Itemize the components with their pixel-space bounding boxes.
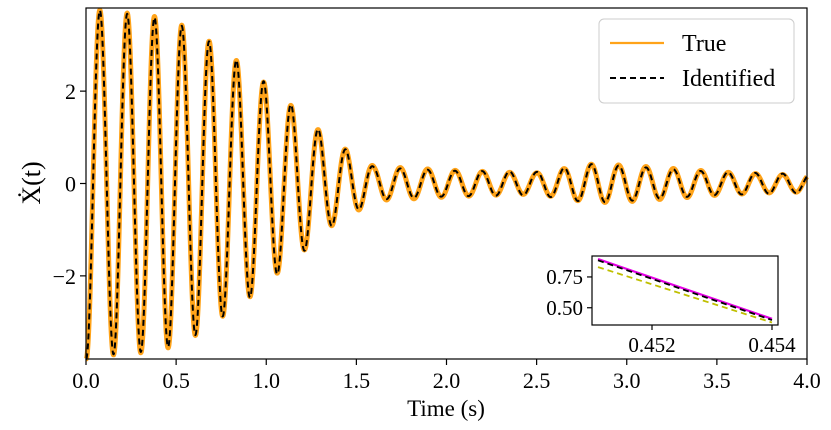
x-tick-label: 2.0 [433, 368, 461, 393]
y-tick-label: −2 [53, 264, 76, 289]
x-tick-label: 1.0 [253, 368, 281, 393]
x-tick-label: 3.5 [703, 368, 731, 393]
x-tick-label: 4.0 [793, 368, 821, 393]
x-tick-label: 0.5 [162, 368, 190, 393]
inset-x-tick-label: 0.452 [628, 333, 675, 357]
inset-series-line-magenta [597, 258, 773, 320]
x-tick-label: 1.5 [343, 368, 371, 393]
x-axis-label: Time (s) [407, 396, 485, 421]
legend-box [598, 18, 795, 104]
y-tick-label: 2 [65, 79, 76, 104]
y-tick-label: 0 [65, 172, 76, 197]
inset-series-line-black-dashed [597, 259, 773, 321]
inset-y-axis-ticks: 0.50 0.75 [546, 265, 592, 320]
inset-series-group [597, 258, 773, 324]
inset-y-tick-label: 0.75 [546, 265, 583, 289]
inset-chart: 0.452 0.454 0.50 0.75 [546, 255, 796, 357]
series-line-identified [85, 9, 808, 360]
x-axis-ticks: 0.0 0.5 1.0 1.5 2.0 2.5 3.0 3.5 4.0 [72, 359, 821, 393]
inset-y-tick-label: 0.50 [546, 296, 583, 320]
y-axis-ticks: −2 0 2 [53, 79, 86, 289]
legend: True Identified [598, 18, 795, 104]
inset-x-axis-ticks: 0.452 0.454 [628, 325, 796, 357]
x-tick-label: 2.5 [523, 368, 551, 393]
inset-x-tick-label: 0.454 [748, 333, 796, 357]
main-series-group [83, 7, 810, 362]
inset-frame [591, 255, 779, 326]
y-axis-label: Ẋ(t) [17, 161, 46, 204]
inset-series-line-olive-dashed [597, 266, 773, 324]
legend-label-true: True [682, 31, 726, 57]
legend-label-identified: Identified [682, 66, 775, 92]
x-tick-label: 0.0 [72, 368, 100, 393]
x-tick-label: 3.0 [613, 368, 641, 393]
